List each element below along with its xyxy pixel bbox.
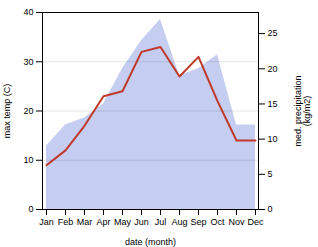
svg-text:date (month): date (month) xyxy=(125,237,176,247)
svg-text:May: May xyxy=(114,217,132,227)
svg-text:0: 0 xyxy=(28,204,33,214)
svg-text:Jan: Jan xyxy=(39,217,54,227)
svg-text:Oct: Oct xyxy=(210,217,225,227)
svg-text:max temp (C): max temp (C) xyxy=(2,84,12,139)
svg-text:Sep: Sep xyxy=(190,217,206,227)
svg-text:40: 40 xyxy=(23,7,33,17)
svg-text:Jun: Jun xyxy=(134,217,149,227)
svg-text:Aug: Aug xyxy=(171,217,187,227)
svg-text:Feb: Feb xyxy=(58,217,74,227)
svg-text:10: 10 xyxy=(268,134,278,144)
svg-text:15: 15 xyxy=(268,99,278,109)
svg-text:Dec: Dec xyxy=(247,217,264,227)
svg-text:30: 30 xyxy=(23,57,33,67)
svg-text:Jul: Jul xyxy=(155,217,167,227)
svg-text:0: 0 xyxy=(268,204,273,214)
svg-text:20: 20 xyxy=(23,106,33,116)
svg-text:5: 5 xyxy=(268,169,273,179)
svg-text:Apr: Apr xyxy=(96,217,110,227)
svg-text:25: 25 xyxy=(268,28,278,38)
svg-text:Mar: Mar xyxy=(77,217,93,227)
svg-text:10: 10 xyxy=(23,155,33,165)
svg-text:20: 20 xyxy=(268,64,278,74)
svg-text:Nov: Nov xyxy=(228,217,245,227)
svg-text:med. precipitation(kg/m2): med. precipitation(kg/m2) xyxy=(293,75,312,146)
